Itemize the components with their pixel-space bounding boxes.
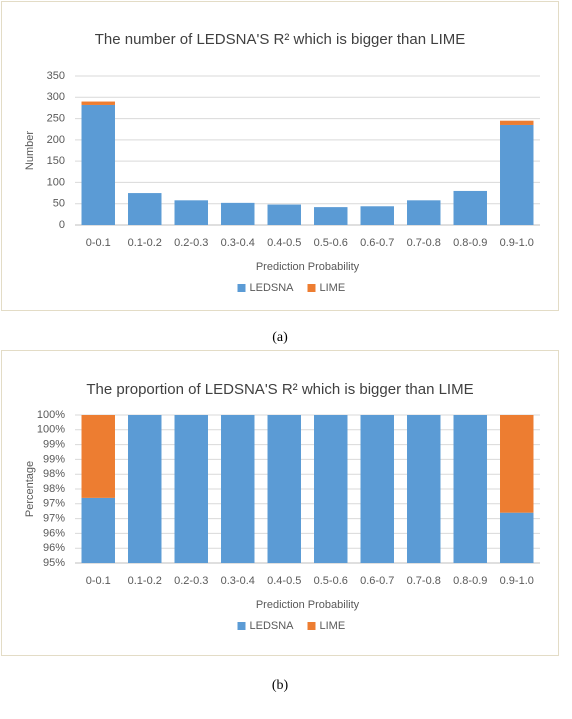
bar — [407, 415, 441, 563]
bar — [500, 415, 534, 513]
y-tick-label: 100% — [37, 409, 65, 421]
bar — [453, 415, 487, 563]
x-tick-label: 0.2-0.3 — [174, 237, 208, 249]
bar — [81, 497, 115, 563]
bar — [314, 415, 348, 563]
legend-label: LIME — [320, 282, 346, 294]
x-tick-label: 0.4-0.5 — [267, 575, 301, 587]
caption: (b) — [272, 678, 289, 693]
legend-label: LEDSNA — [250, 620, 295, 632]
bar — [407, 200, 441, 225]
bar — [221, 415, 255, 563]
bar — [500, 124, 534, 225]
y-tick-label: 99% — [43, 439, 65, 451]
y-tick-label: 96% — [43, 542, 65, 554]
x-tick-label: 0.1-0.2 — [128, 575, 162, 587]
y-tick-label: 98% — [43, 483, 65, 495]
y-tick-label: 97% — [43, 513, 65, 525]
legend-label: LIME — [320, 620, 346, 632]
x-tick-label: 0.3-0.4 — [221, 237, 255, 249]
x-tick-label: 0.5-0.6 — [314, 237, 348, 249]
y-tick-label: 100% — [37, 424, 65, 436]
y-tick-label: 0 — [59, 219, 65, 231]
bar — [81, 104, 115, 225]
legend-swatch — [237, 622, 246, 630]
x-tick-label: 0.6-0.7 — [360, 575, 394, 587]
x-tick-label: 0.4-0.5 — [267, 237, 301, 249]
x-tick-label: 0.7-0.8 — [407, 237, 441, 249]
bar — [360, 415, 394, 563]
bar — [267, 415, 301, 563]
chart-title: The number of LEDSNA'S R² which is bigge… — [95, 31, 466, 48]
x-tick-label: 0.1-0.2 — [128, 237, 162, 249]
bar — [81, 101, 115, 105]
legend-swatch — [237, 284, 246, 292]
bar — [500, 512, 534, 563]
y-tick-label: 150 — [47, 155, 65, 167]
bar — [453, 190, 487, 225]
x-tick-label: 0.5-0.6 — [314, 575, 348, 587]
legend-swatch — [307, 284, 316, 292]
y-tick-label: 97% — [43, 498, 65, 510]
y-tick-label: 100 — [47, 176, 65, 188]
y-tick-label: 50 — [53, 198, 65, 210]
y-tick-label: 200 — [47, 134, 65, 146]
x-tick-label: 0.9-1.0 — [500, 237, 534, 249]
bar — [174, 415, 208, 563]
caption: (a) — [272, 330, 288, 345]
y-tick-label: 300 — [47, 91, 65, 103]
x-tick-label: 0.8-0.9 — [453, 575, 487, 587]
bar — [500, 120, 534, 125]
bar — [174, 200, 208, 225]
y-tick-label: 250 — [47, 112, 65, 124]
y-tick-label: 350 — [47, 70, 65, 82]
x-axis-label: Prediction Probability — [256, 261, 360, 273]
x-tick-label: 0.3-0.4 — [221, 575, 255, 587]
x-tick-label: 0-0.1 — [86, 575, 111, 587]
y-tick-label: 98% — [43, 468, 65, 480]
bar — [267, 204, 301, 225]
y-axis-label: Number — [24, 131, 36, 170]
legend-swatch — [307, 622, 316, 630]
y-tick-label: 95% — [43, 557, 65, 569]
x-tick-label: 0.7-0.8 — [407, 575, 441, 587]
y-axis-label: Percentage — [24, 461, 36, 517]
x-tick-label: 0.2-0.3 — [174, 575, 208, 587]
bar — [314, 207, 348, 225]
x-tick-label: 0-0.1 — [86, 237, 111, 249]
bar — [360, 206, 394, 225]
bar — [128, 415, 162, 563]
x-axis-label: Prediction Probability — [256, 599, 360, 611]
y-tick-label: 99% — [43, 453, 65, 465]
x-tick-label: 0.9-1.0 — [500, 575, 534, 587]
bar — [221, 202, 255, 225]
x-tick-label: 0.6-0.7 — [360, 237, 394, 249]
chart-title: The proportion of LEDSNA'S R² which is b… — [86, 381, 473, 398]
bar — [128, 193, 162, 225]
x-tick-label: 0.8-0.9 — [453, 237, 487, 249]
y-tick-label: 96% — [43, 527, 65, 539]
bar — [81, 415, 115, 498]
legend-label: LEDSNA — [250, 282, 295, 294]
